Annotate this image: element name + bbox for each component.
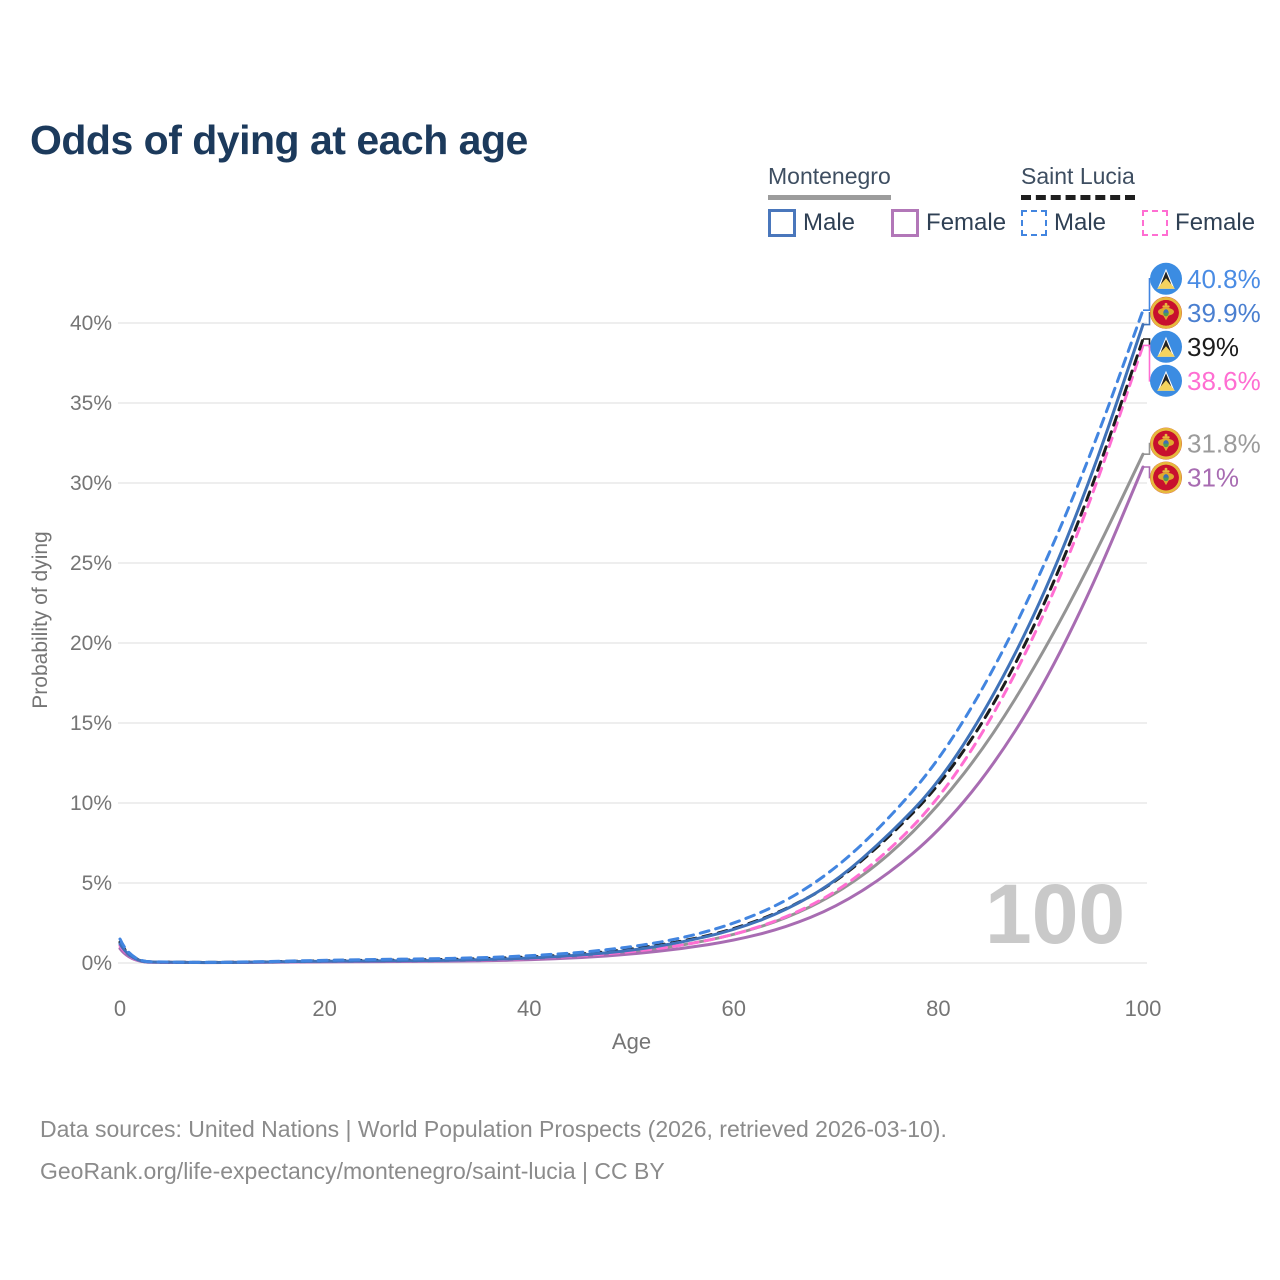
y-tick-label: 20% [70, 632, 112, 655]
series-line-saint-lucia-combined [118, 337, 1145, 964]
legend-country-montenegro: Montenegro [768, 163, 891, 200]
saint-lucia-flag-icon [1150, 330, 1182, 363]
age-watermark: 100 [985, 867, 1126, 961]
legend-swatch-saint-lucia-female [1142, 210, 1169, 236]
y-tick-label: 5% [82, 872, 112, 895]
series-line-saint-lucia-male [118, 308, 1145, 964]
legend-item-montenegro-male[interactable]: Male [768, 209, 855, 237]
legend-label-montenegro-female: Female [926, 209, 1007, 236]
x-tick-label: 100 [1125, 996, 1162, 1021]
legend-group-saint-lucia: Saint Lucia Male Female [1021, 163, 1255, 237]
legend-item-saint-lucia-female[interactable]: Female [1142, 209, 1255, 237]
legend-swatch-montenegro-male [768, 209, 796, 237]
legend-group-montenegro: Montenegro Male Female [768, 163, 1006, 237]
montenegro-flag-icon [1150, 427, 1182, 460]
x-tick-label: 40 [517, 996, 541, 1021]
end-value-label-montenegro-male: 39.9% [1187, 298, 1261, 328]
y-tick-label: 10% [70, 792, 112, 815]
legend-label-montenegro-male: Male [803, 209, 856, 236]
footer: Data sources: United Nations | World Pop… [40, 1108, 947, 1192]
legend-label-saint-lucia-female: Female [1175, 209, 1256, 236]
saint-lucia-flag-icon [1150, 364, 1182, 397]
y-tick-label: 0% [82, 952, 112, 975]
x-tick-label: 80 [926, 996, 950, 1021]
legend-item-saint-lucia-male[interactable]: Male [1021, 209, 1106, 237]
x-tick-label: 20 [312, 996, 336, 1021]
legend-item-montenegro-female[interactable]: Female [891, 209, 1006, 237]
x-tick-label: 0 [114, 996, 126, 1021]
y-axis-title: Probability of dying [29, 531, 52, 708]
montenegro-flag-icon [1150, 461, 1182, 494]
series-line-saint-lucia-female [118, 343, 1145, 964]
legend-label-saint-lucia-male: Male [1054, 209, 1107, 236]
x-tick-label: 60 [722, 996, 746, 1021]
y-tick-label: 15% [70, 712, 112, 735]
end-value-label-saint-lucia-male: 40.8% [1187, 264, 1261, 294]
y-tick-label: 30% [70, 472, 112, 495]
page-title: Odds of dying at each age [30, 117, 528, 164]
legend-country-saint-lucia: Saint Lucia [1021, 163, 1135, 200]
y-tick-label: 25% [70, 552, 112, 575]
x-axis-title: Age [612, 1029, 651, 1054]
legend: Montenegro Male Female Saint Lucia Male … [768, 163, 1255, 237]
end-value-label-saint-lucia-combined: 39% [1187, 332, 1239, 362]
footer-attribution-link: GeoRank.org/life-expectancy/montenegro/s… [40, 1158, 665, 1184]
y-tick-label: 35% [70, 392, 112, 415]
footer-data-sources: Data sources: United Nations | World Pop… [40, 1116, 947, 1142]
end-value-label-montenegro-combined: 31.8% [1187, 429, 1261, 459]
montenegro-flag-icon [1150, 296, 1182, 329]
legend-swatch-saint-lucia-male [1021, 210, 1047, 236]
end-value-label-montenegro-female: 31% [1187, 463, 1239, 493]
saint-lucia-flag-icon [1150, 262, 1182, 295]
legend-swatch-montenegro-female [891, 209, 920, 237]
y-tick-label: 40% [70, 312, 112, 335]
series-line-montenegro-female [118, 465, 1145, 965]
end-value-label-saint-lucia-female: 38.6% [1187, 366, 1261, 396]
